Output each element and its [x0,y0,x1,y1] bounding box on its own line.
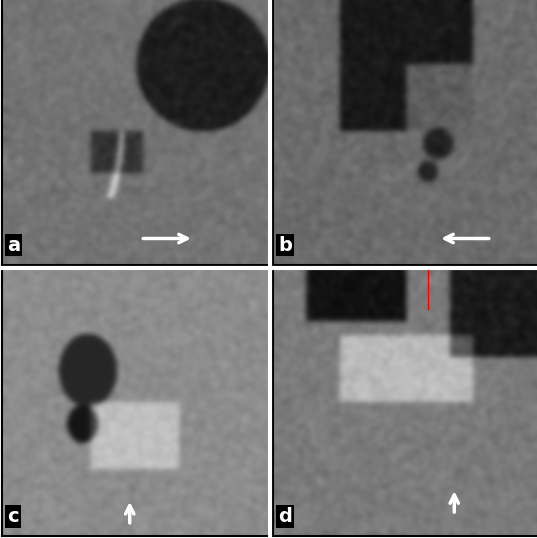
Text: c: c [7,507,19,526]
Text: a: a [7,236,20,254]
Text: b: b [278,236,292,254]
Text: d: d [278,507,292,526]
